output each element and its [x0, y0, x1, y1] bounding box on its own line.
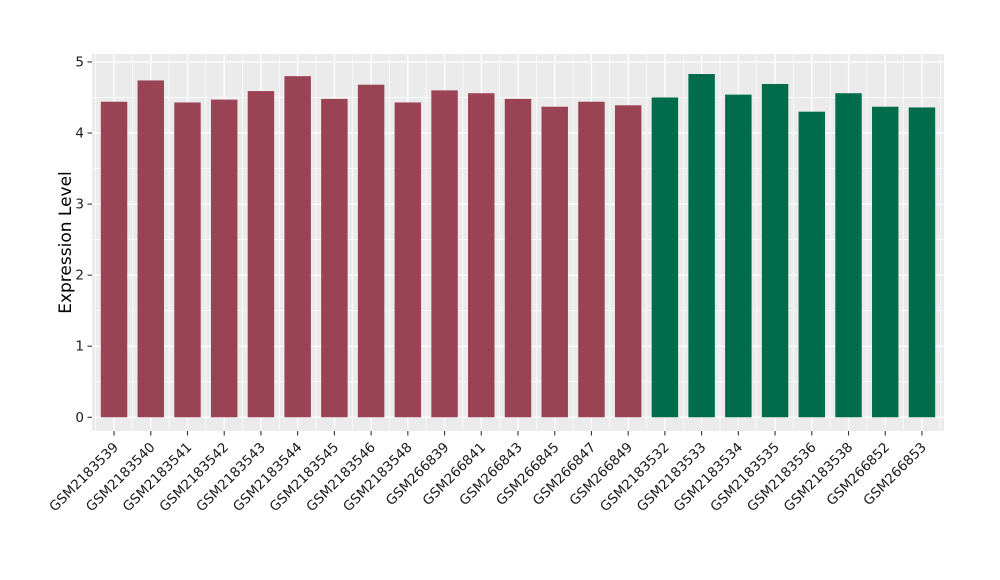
bar-GSM266841 [468, 93, 495, 418]
bar-GSM2183548 [394, 102, 422, 418]
y-tick-label-2: 2 [75, 268, 84, 284]
bar-GSM2183534 [725, 94, 752, 418]
y-tick-label-0: 0 [75, 410, 84, 426]
bar-GSM2183546 [357, 84, 385, 418]
bar-GSM2183538 [835, 93, 862, 418]
bar-GSM2183541 [174, 102, 201, 418]
y-tick-label-5: 5 [75, 54, 84, 70]
bars [100, 74, 936, 418]
y-tick-label-3: 3 [75, 197, 84, 213]
bar-GSM2183545 [321, 98, 348, 418]
bar-GSM2183543 [247, 91, 275, 418]
bar-GSM2183540 [137, 80, 164, 418]
bar-GSM2183536 [798, 111, 826, 418]
y-axis-tick-labels: 0 1 2 3 4 5 [75, 54, 84, 425]
bar-GSM2183533 [688, 74, 715, 418]
y-tick-label-1: 1 [75, 339, 84, 355]
bar-GSM266847 [578, 101, 605, 418]
bar-GSM266843 [504, 98, 532, 418]
bar-GSM2183542 [210, 99, 238, 418]
bar-GSM2183535 [761, 83, 789, 418]
bar-GSM266839 [431, 90, 458, 418]
y-axis-title: Expression Level [56, 171, 76, 314]
y-tick-label-4: 4 [75, 126, 84, 142]
bar-GSM266853 [908, 107, 936, 418]
bar-GSM2183539 [100, 101, 128, 418]
bar-GSM266852 [872, 106, 899, 418]
bar-GSM266849 [614, 105, 642, 418]
bar-GSM266845 [541, 106, 568, 418]
bar-GSM2183532 [651, 97, 679, 418]
x-axis-tick-labels: GSM2183539GSM2183540GSM2183541GSM2183542… [46, 440, 929, 516]
bar-GSM2183544 [284, 76, 311, 418]
axis-tick-marks [87, 61, 923, 436]
